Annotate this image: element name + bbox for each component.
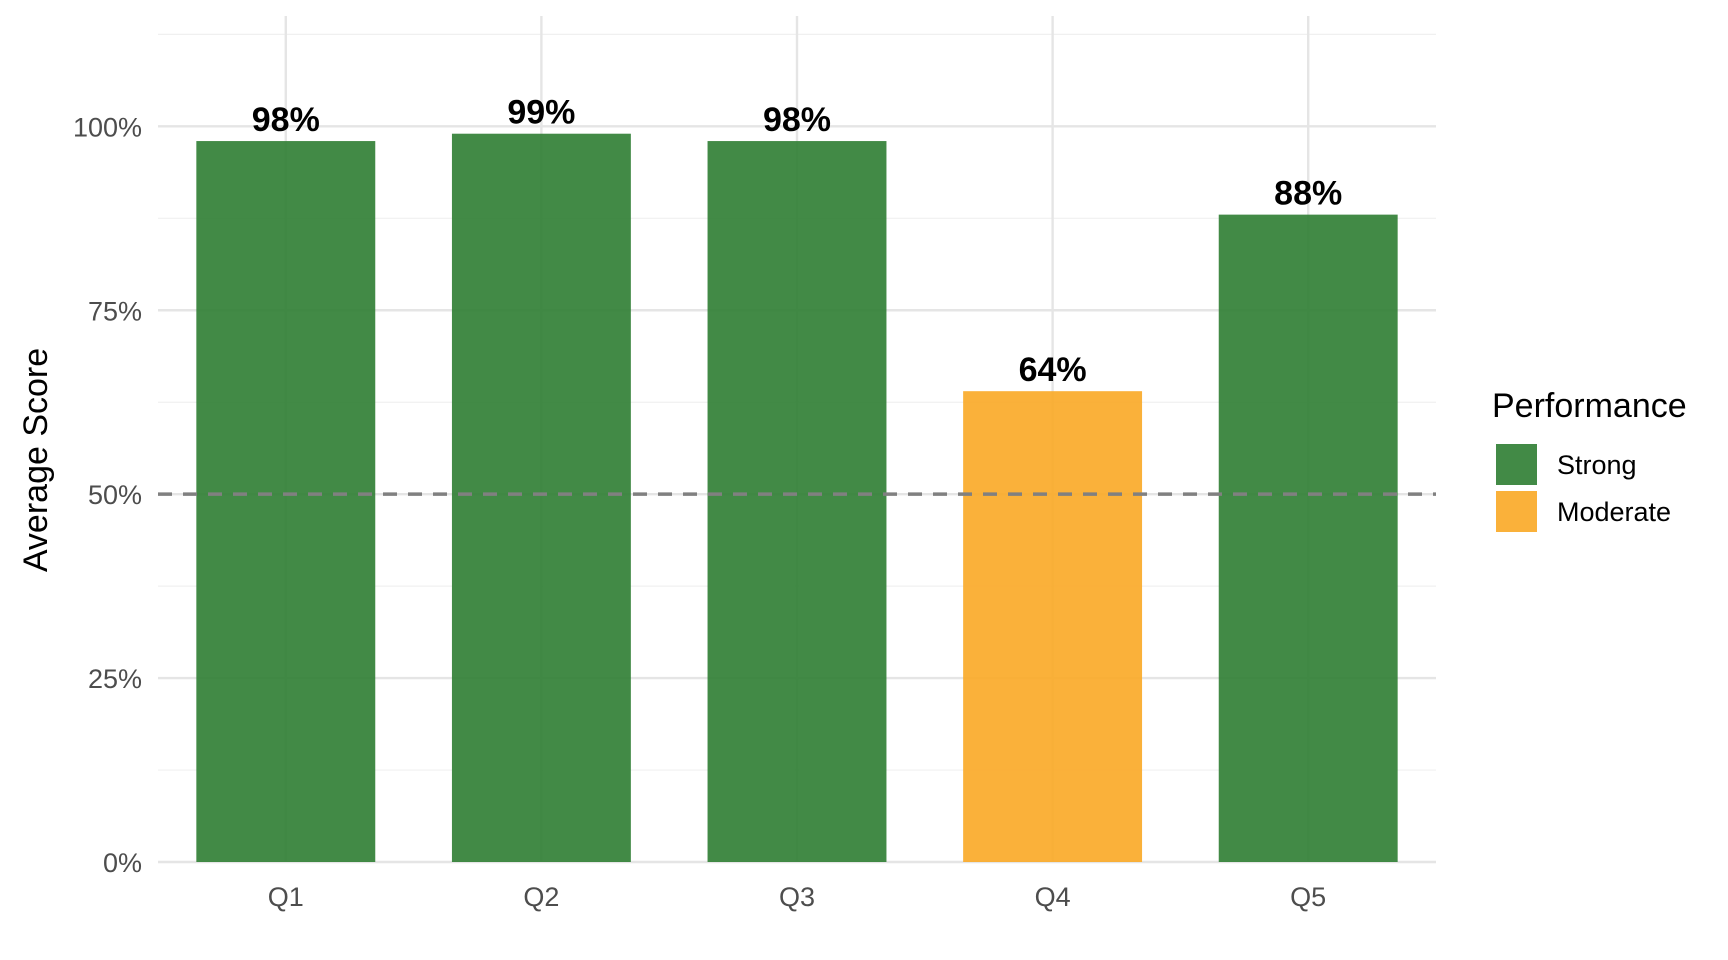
bar-q5 <box>1218 214 1398 862</box>
data-label-q2: 99% <box>507 94 575 132</box>
legend-swatch-strong <box>1496 444 1537 485</box>
legend-label-strong: Strong <box>1557 450 1637 480</box>
x-tick-label-q5: Q5 <box>1290 882 1326 912</box>
y-axis-tick-labels: 0% 25% 50% 75% 100% <box>73 112 142 878</box>
y-tick-label: 0% <box>103 848 142 878</box>
legend-label-moderate: Moderate <box>1557 497 1671 527</box>
legend-title: Performance <box>1492 387 1687 425</box>
legend-swatch-moderate <box>1496 491 1537 532</box>
legend-items: Strong Moderate <box>1496 444 1671 532</box>
x-tick-label-q3: Q3 <box>779 882 815 912</box>
bars <box>196 133 1398 863</box>
bar-q4 <box>963 391 1143 862</box>
x-tick-label-q4: Q4 <box>1035 882 1071 912</box>
data-labels: 98% 99% 98% 64% 88% <box>252 94 1342 389</box>
legend: Performance Strong Moderate <box>1492 387 1687 532</box>
bar-q1 <box>196 141 376 863</box>
y-tick-label: 75% <box>88 296 142 326</box>
bar-q3 <box>707 141 887 863</box>
x-axis-tick-labels: Q1 Q2 Q3 Q4 Q5 <box>268 882 1326 912</box>
x-tick-label-q2: Q2 <box>523 882 559 912</box>
y-tick-label: 100% <box>73 112 142 142</box>
data-label-q3: 98% <box>763 101 831 139</box>
bar-q2 <box>451 133 631 862</box>
data-label-q5: 88% <box>1274 175 1342 213</box>
y-axis-title: Average Score <box>17 348 55 572</box>
data-label-q4: 64% <box>1019 351 1087 389</box>
x-tick-label-q1: Q1 <box>268 882 304 912</box>
data-label-q1: 98% <box>252 101 320 139</box>
y-tick-label: 50% <box>88 480 142 510</box>
y-tick-label: 25% <box>88 664 142 694</box>
